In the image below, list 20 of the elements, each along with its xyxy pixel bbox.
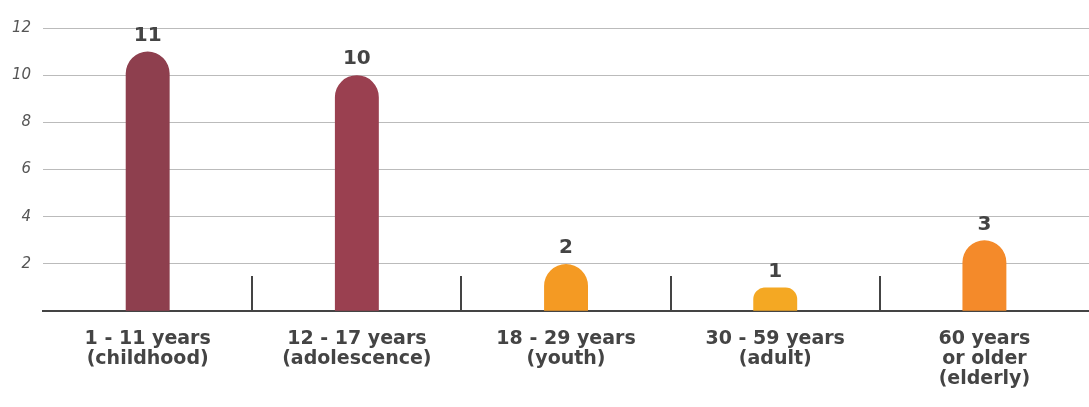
bar: [962, 240, 1007, 311]
x-tick-label: 60 years or older (elderly): [938, 326, 1031, 388]
bar: [753, 287, 798, 311]
x-tick-label: 30 - 59 years (adult): [705, 326, 845, 369]
x-tick-label: 18 - 29 years (youth): [496, 326, 636, 369]
bar: [334, 75, 379, 311]
x-tick-label: 12 - 17 years (adolescence): [282, 326, 432, 369]
x-tick-label: 1 - 11 years (childhood): [84, 326, 211, 369]
y-tick-label: 12: [11, 17, 32, 36]
data-label: 1: [768, 257, 783, 282]
bar: [125, 51, 170, 311]
y-tick-label: 2: [21, 253, 32, 272]
y-tick-label: 8: [21, 112, 32, 131]
data-label: 3: [977, 210, 992, 235]
y-tick-label: 6: [21, 159, 32, 178]
data-label: 10: [342, 45, 371, 70]
data-label: 2: [559, 234, 573, 259]
y-tick-label: 10: [11, 65, 32, 84]
data-label: 11: [133, 21, 162, 46]
y-tick-label: 4: [21, 206, 32, 225]
